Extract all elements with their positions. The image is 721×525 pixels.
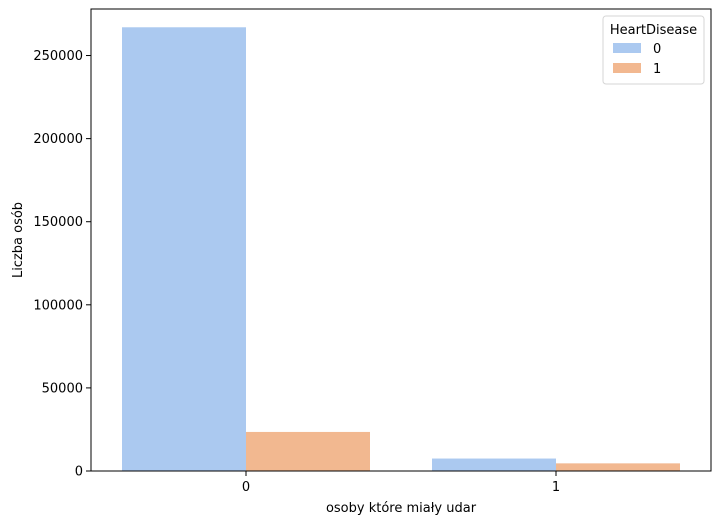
- y-tick-label: 150000: [33, 215, 83, 230]
- x-tick-label: 0: [242, 480, 250, 495]
- bar-1-series-1: [556, 463, 680, 471]
- legend-swatch-0: [613, 43, 641, 53]
- bars-group: [122, 27, 680, 471]
- x-tick-label: 1: [552, 480, 560, 495]
- legend: HeartDisease 0 1: [602, 15, 705, 85]
- bar-0-series-1: [246, 431, 370, 471]
- legend-swatch-1: [613, 63, 641, 73]
- legend-label-1: 1: [653, 62, 661, 77]
- x-axis-label: osoby które miały udar: [326, 501, 477, 516]
- legend-label-0: 0: [653, 42, 661, 57]
- legend-title: HeartDisease: [610, 23, 697, 38]
- y-tick-label: 100000: [33, 298, 83, 313]
- y-axis: 0 50000 100000 150000 200000 250000: [33, 49, 91, 480]
- y-tick-label: 200000: [33, 132, 83, 147]
- y-tick-label: 0: [75, 465, 83, 480]
- plot-frame: [90, 8, 712, 472]
- bar-1-series-0: [432, 458, 556, 471]
- y-axis-label: Liczba osób: [11, 202, 26, 278]
- y-tick-label: 250000: [33, 49, 83, 64]
- y-tick-label: 50000: [42, 381, 83, 396]
- bar-0-series-0: [122, 27, 246, 471]
